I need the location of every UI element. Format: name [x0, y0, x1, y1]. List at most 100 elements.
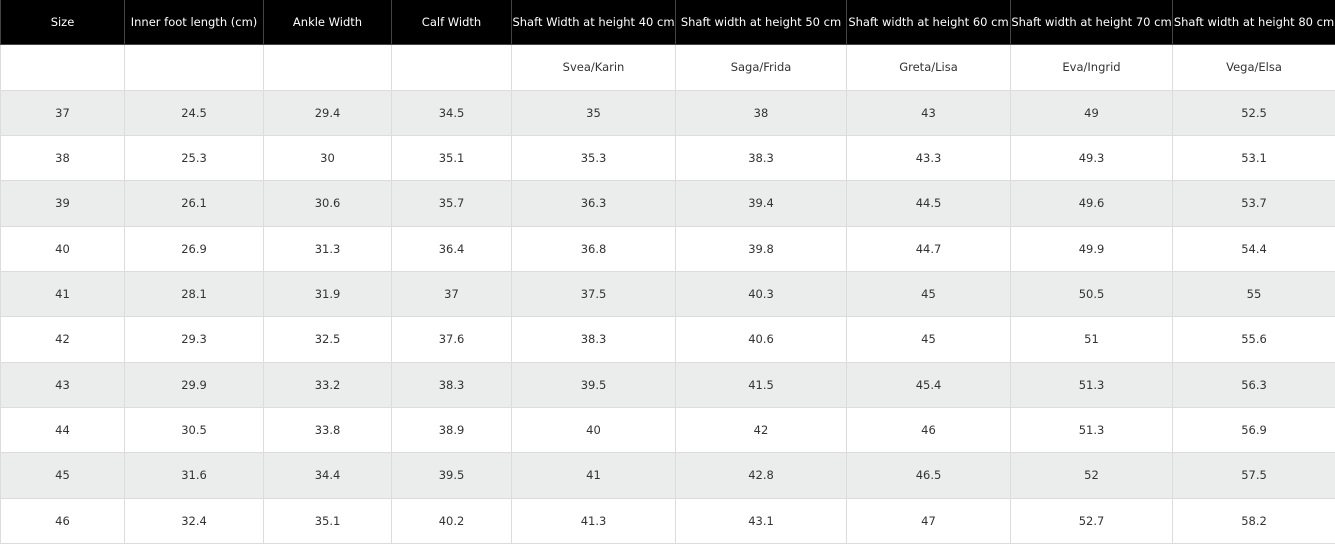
cell: 49	[1010, 89, 1173, 136]
cell: 45	[846, 270, 1011, 318]
cell: 41	[0, 270, 125, 318]
size-row: 44 30.5 33.8 38.9 40 42 46 51.3 56.9	[0, 406, 1335, 454]
cell: 51.3	[1010, 406, 1173, 454]
cell: 38.3	[675, 134, 847, 182]
model-cell: Svea/Karin	[511, 44, 676, 91]
cell: 46.5	[846, 452, 1011, 499]
cell: 33.8	[263, 406, 392, 454]
cell: 30.6	[263, 180, 392, 227]
cell: 47	[846, 497, 1011, 544]
cell: 37.5	[511, 270, 676, 318]
header-cell: Shaft width at height 70 cm	[1010, 0, 1173, 46]
header-cell: Size	[0, 0, 125, 46]
cell: 31.9	[263, 270, 392, 318]
cell: 51	[1010, 316, 1173, 363]
cell: 50.5	[1010, 270, 1173, 318]
cell: 55.6	[1172, 316, 1335, 363]
cell: 41	[511, 452, 676, 499]
cell: 52.7	[1010, 497, 1173, 544]
cell: 24.5	[124, 89, 264, 136]
size-row: 38 25.3 30 35.1 35.3 38.3 43.3 49.3 53.1	[0, 134, 1335, 182]
size-row: 41 28.1 31.9 37 37.5 40.3 45 50.5 55	[0, 270, 1335, 318]
header-cell: Shaft width at height 60 cm	[846, 0, 1011, 46]
cell: 41.3	[511, 497, 676, 544]
cell: 35.1	[263, 497, 392, 544]
empty-cell	[124, 44, 264, 91]
cell: 29.4	[263, 89, 392, 136]
cell: 45.4	[846, 361, 1011, 408]
model-cell: Vega/Elsa	[1172, 44, 1335, 91]
cell: 34.4	[263, 452, 392, 499]
header-cell: Shaft width at height 50 cm	[675, 0, 847, 46]
cell: 36.3	[511, 180, 676, 227]
empty-cell	[391, 44, 512, 91]
cell: 45	[0, 452, 125, 499]
cell: 37	[391, 270, 512, 318]
cell: 43	[0, 361, 125, 408]
cell: 49.3	[1010, 134, 1173, 182]
cell: 41.5	[675, 361, 847, 408]
table-body: Svea/Karin Saga/Frida Greta/Lisa Eva/Ingrid…	[0, 44, 1335, 544]
cell: 36.4	[391, 225, 512, 272]
header-row: Size Inner foot length (cm) Ankle Width Cal…	[0, 0, 1335, 46]
cell: 38	[675, 89, 847, 136]
cell: 35	[511, 89, 676, 136]
model-row: Svea/Karin Saga/Frida Greta/Lisa Eva/Ingrid…	[0, 44, 1335, 91]
cell: 49.9	[1010, 225, 1173, 272]
cell: 26.1	[124, 180, 264, 227]
cell: 39	[0, 180, 125, 227]
cell: 31.3	[263, 225, 392, 272]
cell: 35.1	[391, 134, 512, 182]
size-row: 39 26.1 30.6 35.7 36.3 39.4 44.5 49.6 53.7	[0, 180, 1335, 227]
cell: 40.2	[391, 497, 512, 544]
cell: 43	[846, 89, 1011, 136]
cell: 53.1	[1172, 134, 1335, 182]
cell: 43.3	[846, 134, 1011, 182]
cell: 29.9	[124, 361, 264, 408]
cell: 43.1	[675, 497, 847, 544]
cell: 40	[0, 225, 125, 272]
size-row: 42 29.3 32.5 37.6 38.3 40.6 45 51 55.6	[0, 316, 1335, 363]
cell: 52	[1010, 452, 1173, 499]
cell: 46	[0, 497, 125, 544]
cell: 46	[846, 406, 1011, 454]
header-cell: Shaft Width at height 40 cm	[511, 0, 676, 46]
cell: 30.5	[124, 406, 264, 454]
size-row: 46 32.4 35.1 40.2 41.3 43.1 47 52.7 58.2	[0, 497, 1335, 544]
cell: 38.9	[391, 406, 512, 454]
size-row: 40 26.9 31.3 36.4 36.8 39.8 44.7 49.9 54.4	[0, 225, 1335, 272]
header-cell: Shaft width at height 80 cm	[1172, 0, 1335, 46]
cell: 39.5	[391, 452, 512, 499]
cell: 37.6	[391, 316, 512, 363]
cell: 30	[263, 134, 392, 182]
cell: 44.5	[846, 180, 1011, 227]
model-cell: Saga/Frida	[675, 44, 847, 91]
cell: 38.3	[391, 361, 512, 408]
cell: 53.7	[1172, 180, 1335, 227]
cell: 33.2	[263, 361, 392, 408]
cell: 32.5	[263, 316, 392, 363]
cell: 40	[511, 406, 676, 454]
cell: 49.6	[1010, 180, 1173, 227]
empty-cell	[0, 44, 125, 91]
cell: 40.3	[675, 270, 847, 318]
size-row: 43 29.9 33.2 38.3 39.5 41.5 45.4 51.3 56.3	[0, 361, 1335, 408]
cell: 34.5	[391, 89, 512, 136]
header-cell: Inner foot length (cm)	[124, 0, 264, 46]
cell: 39.5	[511, 361, 676, 408]
cell: 51.3	[1010, 361, 1173, 408]
cell: 38	[0, 134, 125, 182]
cell: 29.3	[124, 316, 264, 363]
cell: 56.3	[1172, 361, 1335, 408]
model-cell: Eva/Ingrid	[1010, 44, 1173, 91]
cell: 45	[846, 316, 1011, 363]
cell: 36.8	[511, 225, 676, 272]
cell: 42.8	[675, 452, 847, 499]
cell: 56.9	[1172, 406, 1335, 454]
size-row: 37 24.5 29.4 34.5 35 38 43 49 52.5	[0, 89, 1335, 136]
cell: 37	[0, 89, 125, 136]
cell: 42	[0, 316, 125, 363]
cell: 25.3	[124, 134, 264, 182]
